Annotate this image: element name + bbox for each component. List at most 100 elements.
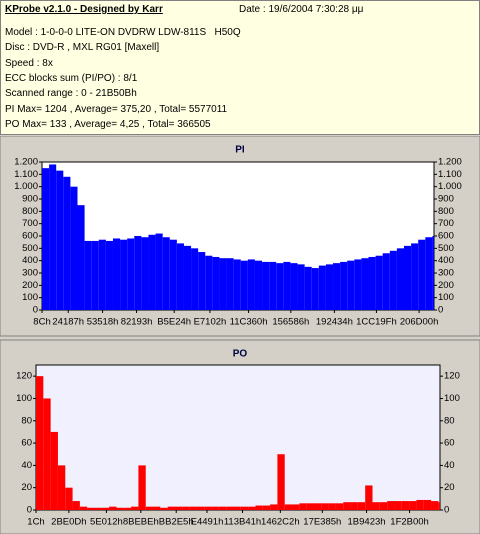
app-title: KProbe v2.1.0 - Designed by Karr <box>5 4 163 15</box>
bar <box>84 240 92 310</box>
bar <box>191 248 199 310</box>
y-tick-label-right: 300 <box>438 268 454 279</box>
bar <box>423 499 432 510</box>
bar <box>311 268 319 310</box>
bar <box>372 502 380 510</box>
bar <box>284 504 293 510</box>
bar <box>438 502 440 510</box>
bar <box>205 255 213 310</box>
bar <box>183 245 192 310</box>
bar <box>123 507 132 510</box>
bar <box>91 240 99 310</box>
x-tick-label: 11C360h <box>230 317 268 328</box>
bar <box>350 502 358 510</box>
bar <box>396 248 405 310</box>
y-tick-label: 700 <box>22 218 38 229</box>
y-tick-label: 100 <box>22 292 38 303</box>
bar <box>211 506 219 510</box>
y-tick-label: 80 <box>21 415 32 426</box>
y-tick-label: 500 <box>22 243 38 254</box>
y-tick-label-right: 700 <box>438 218 454 229</box>
y-tick-label: 600 <box>22 231 38 242</box>
bar <box>375 255 383 310</box>
bar <box>394 501 402 510</box>
bar <box>77 205 85 310</box>
y-tick-label-right: 800 <box>438 206 454 217</box>
chart-title: PO <box>233 349 248 360</box>
date: Date : 19/6/2004 7:30:28 μμ <box>239 4 364 15</box>
bar <box>418 239 426 310</box>
bar <box>98 239 106 310</box>
bar <box>174 506 183 510</box>
bar <box>233 506 241 510</box>
bar <box>56 170 64 310</box>
y-tick-label-right: 0 <box>438 305 443 316</box>
bar <box>162 237 170 310</box>
bar <box>116 507 124 510</box>
y-tick-label: 0 <box>27 505 32 516</box>
bar <box>382 253 390 310</box>
x-tick-label: 1CC19Fh <box>356 317 397 328</box>
bar <box>109 506 117 510</box>
bar <box>155 233 163 310</box>
bar <box>335 503 344 510</box>
y-tick-label-right: 40 <box>444 460 455 471</box>
bar <box>292 504 300 510</box>
bar <box>343 502 351 510</box>
bar <box>101 507 110 510</box>
bar <box>189 506 197 510</box>
info-line: Scanned range : 0 - 21B50Bh <box>5 88 137 100</box>
bar <box>368 256 376 310</box>
x-tick-label: 1Ch <box>27 517 44 528</box>
info-line: Disc : DVD-R , MXL RG01 [Maxell] <box>5 42 160 54</box>
bar <box>153 506 161 510</box>
bar <box>247 259 255 310</box>
x-tick-label: 17E385h <box>303 517 341 528</box>
y-tick-label: 120 <box>16 371 32 382</box>
bar <box>325 264 334 310</box>
y-tick-label: 60 <box>21 438 32 449</box>
bar <box>340 261 348 310</box>
y-tick-label: 1.200 <box>14 157 38 168</box>
bar <box>212 256 220 310</box>
x-tick-label: 113B41h <box>224 517 261 528</box>
y-tick-label: 40 <box>21 460 32 471</box>
info-line: Model : 1-0-0-0 LITE-ON DVDRW LDW-811S H… <box>5 27 241 38</box>
y-tick-label-right: 20 <box>444 482 455 493</box>
x-tick-label: 1462C2h <box>261 517 300 528</box>
y-tick-label-right: 200 <box>438 280 454 291</box>
bar <box>138 465 146 510</box>
plot-area <box>35 364 441 511</box>
bar <box>401 501 410 510</box>
y-tick-label: 200 <box>22 280 38 291</box>
y-tick-label-right: 500 <box>438 243 454 254</box>
bar <box>262 505 271 510</box>
x-tick-label: 1B9423h <box>348 517 386 528</box>
y-tick-label: 1.100 <box>14 169 38 180</box>
x-tick-label: 2BE0Dh <box>51 517 86 528</box>
bar <box>49 164 57 310</box>
bar <box>87 507 95 510</box>
bar <box>233 259 241 310</box>
x-tick-label: 192434h <box>316 317 353 328</box>
bar <box>105 240 113 310</box>
bar <box>411 243 419 310</box>
x-tick-label: 24187h <box>52 317 84 328</box>
bar <box>204 506 212 510</box>
bar <box>79 506 88 510</box>
bar <box>134 236 142 310</box>
bar <box>313 503 322 510</box>
bar <box>254 260 263 310</box>
bar <box>304 266 312 310</box>
bar <box>262 261 270 310</box>
bar <box>269 261 277 310</box>
bar <box>226 506 234 510</box>
bar <box>432 236 434 310</box>
bar <box>290 263 298 310</box>
bar <box>112 238 121 310</box>
info-line: PI Max= 1204 , Average= 375,20 , Total= … <box>5 103 228 115</box>
bar <box>240 506 249 510</box>
x-tick-label: 53518h <box>87 317 119 328</box>
